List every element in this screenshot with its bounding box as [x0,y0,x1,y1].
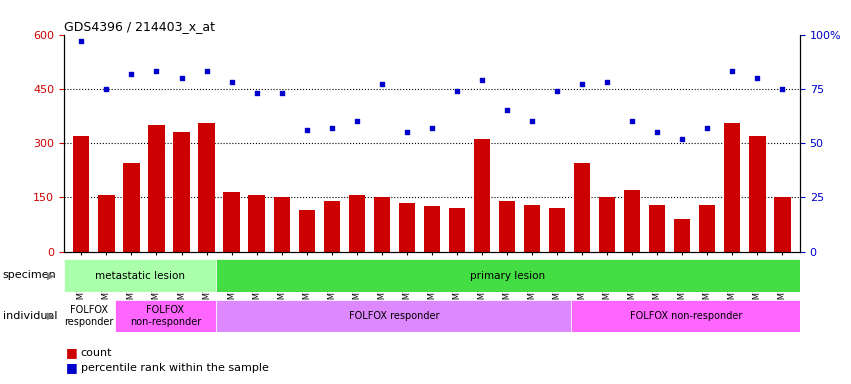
Point [625,118,639,124]
Point [300,127,313,133]
Bar [448,208,465,252]
Bar [299,210,315,252]
Text: FOLFOX non-responder: FOLFOX non-responder [630,311,742,321]
Bar [148,125,164,252]
Point [200,68,214,74]
Bar [374,197,390,252]
Bar [724,123,740,252]
Point [676,136,689,142]
Bar [123,163,140,252]
Bar [64,300,115,332]
Point [174,75,188,81]
Bar [216,259,800,292]
Text: FOLFOX responder: FOLFOX responder [349,311,439,321]
Bar [323,201,340,252]
Bar [549,208,565,252]
Bar [349,195,365,252]
Text: ▶: ▶ [47,270,54,280]
Point [575,81,589,88]
Bar [474,139,490,252]
Bar [399,203,415,252]
Text: ▶: ▶ [47,311,54,321]
Point [775,86,789,92]
Point [726,68,740,74]
Point [500,108,514,114]
Text: percentile rank within the sample: percentile rank within the sample [81,363,269,373]
Bar [749,136,766,252]
Text: metastatic lesion: metastatic lesion [95,270,185,281]
Text: ■: ■ [66,361,77,374]
Bar [674,219,690,252]
Point [75,38,89,44]
Bar [174,132,190,252]
Point [551,88,564,94]
Point [600,79,614,85]
Point [325,125,339,131]
Text: FOLFOX
responder: FOLFOX responder [65,305,114,327]
Text: ■: ■ [66,346,77,359]
Point [124,71,138,77]
Point [700,125,714,131]
Point [250,90,264,96]
Point [350,118,363,124]
Point [225,79,238,85]
Bar [624,190,640,252]
Bar [64,259,216,292]
Bar [774,197,791,252]
Bar [115,300,216,332]
Point [650,129,664,135]
Text: count: count [81,348,112,358]
Bar [73,136,89,252]
Point [400,129,414,135]
Bar [574,163,591,252]
Bar [499,201,515,252]
Text: primary lesion: primary lesion [471,270,545,281]
Point [751,75,764,81]
Point [150,68,163,74]
Point [100,86,113,92]
Bar [700,205,716,252]
Bar [216,300,572,332]
Bar [198,123,214,252]
Bar [98,195,115,252]
Point [375,81,389,88]
Text: individual: individual [3,311,57,321]
Bar [649,205,665,252]
Text: FOLFOX
non-responder: FOLFOX non-responder [129,305,201,327]
Point [525,118,539,124]
Point [450,88,464,94]
Bar [273,197,290,252]
Bar [248,195,265,252]
Point [475,77,488,83]
Bar [424,206,440,252]
Bar [599,197,615,252]
Bar [224,192,240,252]
Text: GDS4396 / 214403_x_at: GDS4396 / 214403_x_at [64,20,214,33]
Point [275,90,288,96]
Bar [524,205,540,252]
Text: specimen: specimen [3,270,56,280]
Point [425,125,438,131]
Bar [572,300,800,332]
